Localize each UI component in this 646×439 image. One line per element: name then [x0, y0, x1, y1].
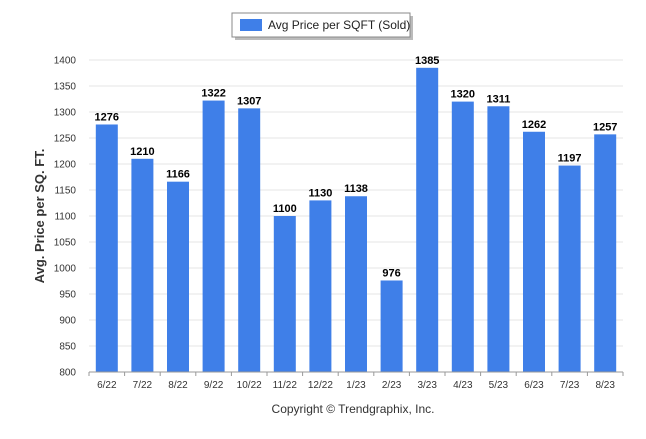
y-tick-label: 950 — [59, 290, 76, 301]
data-labels: 1276 1210 1166 1322 1307 1100 1130 1138 976 1385 1… — [95, 55, 618, 280]
x-tick-label: 6/23 — [524, 380, 544, 391]
data-label: 1320 — [451, 89, 475, 101]
y-axis-ticks: 800 850 900 950 1000 1050 1100 1150 1200 1250 1300… — [54, 56, 77, 379]
data-label: 1197 — [558, 153, 582, 165]
y-tick-label: 1400 — [54, 56, 77, 67]
data-label: 1100 — [273, 203, 297, 215]
data-label: 1276 — [95, 111, 119, 123]
x-tick-label: 5/23 — [489, 380, 509, 391]
data-label: 1385 — [415, 55, 439, 67]
bar-2-23 — [380, 280, 403, 372]
y-tick-label: 1150 — [54, 186, 76, 197]
y-tick-label: 1250 — [54, 134, 77, 145]
bar-12-22 — [309, 200, 332, 372]
legend-label: Avg Price per SQFT (Sold) — [268, 18, 410, 32]
x-tick-label: 4/23 — [453, 380, 473, 391]
y-tick-label: 1100 — [54, 212, 76, 223]
data-label: 1130 — [308, 187, 332, 199]
x-tick-label: 9/22 — [204, 380, 224, 391]
legend: Avg Price per SQFT (Sold) — [231, 12, 413, 40]
bar-3-23 — [416, 67, 439, 373]
bars — [95, 67, 617, 373]
copyright-text: Copyright © Trendgraphix, Inc. — [272, 402, 435, 416]
bar-10-22 — [238, 108, 261, 373]
x-tick-label: 12/22 — [308, 380, 333, 391]
y-tick-label: 800 — [59, 368, 76, 379]
data-label: 1262 — [522, 119, 546, 131]
bar-8-23 — [594, 134, 617, 372]
x-tick-label: 8/23 — [595, 380, 615, 391]
y-axis-title: Avg. Price per SQ. FT. — [32, 149, 47, 284]
bar-8-22 — [167, 181, 189, 372]
data-label: 1210 — [130, 146, 154, 158]
y-tick-label: 1200 — [54, 160, 77, 171]
bar-7-22 — [131, 158, 154, 372]
bar-11-22 — [273, 216, 296, 372]
bar-4-23 — [451, 101, 474, 372]
x-tick-label: 7/22 — [133, 380, 153, 391]
x-tick-label: 7/23 — [560, 380, 580, 391]
x-tick-label: 3/23 — [417, 380, 437, 391]
data-label: 1138 — [344, 183, 368, 195]
legend-swatch — [240, 19, 262, 31]
x-tick-label: 6/22 — [97, 380, 117, 391]
data-label: 976 — [382, 267, 400, 279]
x-tick-label: 10/22 — [237, 380, 262, 391]
x-tick-label: 1/23 — [346, 380, 366, 391]
bar-6-23 — [523, 131, 545, 372]
y-tick-label: 1050 — [54, 238, 77, 249]
y-tick-label: 1300 — [54, 108, 77, 119]
data-label: 1307 — [237, 95, 261, 107]
bar-6-22 — [95, 124, 118, 372]
y-tick-label: 1000 — [54, 264, 77, 275]
bar-1-23 — [345, 196, 367, 372]
x-tick-label: 2/23 — [382, 380, 402, 391]
data-label: 1311 — [486, 93, 510, 105]
data-label: 1166 — [166, 169, 190, 181]
bar-9-22 — [202, 100, 225, 372]
x-tick-label: 8/22 — [168, 380, 188, 391]
y-tick-label: 900 — [59, 316, 76, 327]
x-tick-label: 11/22 — [273, 380, 298, 391]
bar-5-23 — [487, 106, 510, 372]
bar-7-23 — [558, 165, 581, 372]
data-label: 1257 — [593, 121, 617, 133]
x-axis-ticks: 6/22 7/22 8/22 9/22 10/22 11/22 12/22 1/23 2/23 3… — [88, 372, 624, 391]
y-tick-label: 850 — [59, 342, 76, 353]
y-tick-label: 1350 — [54, 82, 77, 93]
data-label: 1322 — [201, 88, 225, 100]
